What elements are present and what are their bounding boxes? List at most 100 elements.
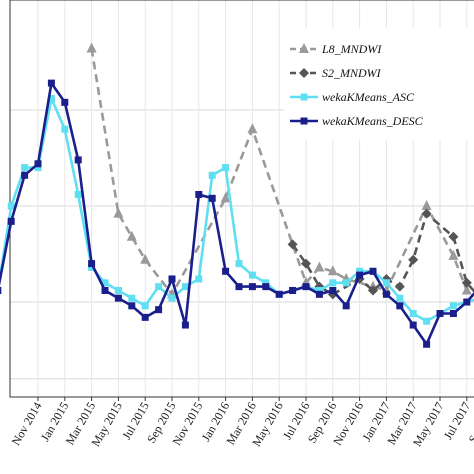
data-point [220,192,231,203]
data-point [208,171,216,179]
legend-marker [300,93,308,101]
data-point [61,98,69,106]
data-point [329,286,337,294]
data-point [287,239,298,250]
legend-entry: wekaKMeans_DESC [290,114,424,128]
data-point [47,94,55,102]
data-point [448,231,459,242]
data-point [409,321,417,329]
data-point [248,283,256,291]
data-point [168,294,176,302]
data-point [101,279,109,287]
data-point [88,260,96,268]
data-point [342,279,350,287]
data-point [449,310,457,318]
series-line [90,48,474,296]
data-point [168,275,176,283]
data-point [114,286,122,294]
data-point [275,290,283,298]
data-point [396,294,404,302]
data-point [248,271,256,279]
plot-border [9,0,474,398]
data-point [195,275,203,283]
data-point [369,267,377,275]
legend-entry: wekaKMeans_ASC [290,90,415,104]
data-point [140,253,151,264]
data-point [302,283,310,291]
data-point [128,294,136,302]
data-point [195,190,203,198]
data-point [382,279,390,287]
data-point [141,313,149,321]
data-point [128,302,136,310]
data-point [21,164,29,172]
data-point [101,286,109,294]
data-point [421,208,432,219]
data-point [409,310,417,318]
data-point [301,258,311,269]
data-point [34,160,42,168]
series-wekakmeans-desc [0,79,474,348]
data-point [382,290,390,298]
data-point [114,294,122,302]
data-point [327,265,338,276]
data-point [368,285,378,296]
data-point [423,340,431,348]
legend-label: S2_MNDWI [322,66,382,80]
data-point [247,123,258,134]
data-point [34,164,42,172]
data-point [222,267,230,275]
data-point [86,42,97,53]
data-point [74,190,82,198]
data-point [7,202,15,210]
series-layer [0,42,474,348]
data-point [315,290,323,298]
data-point [262,283,270,291]
data-point [396,302,404,310]
data-point [0,286,2,294]
data-point [463,298,471,306]
data-point [289,286,297,294]
data-point [421,200,432,210]
data-point [356,267,364,275]
data-point [208,194,216,202]
data-point [181,283,189,291]
data-point [235,260,243,268]
data-point [21,171,29,179]
data-point [314,261,325,272]
data-point [449,302,457,310]
legend-marker [299,43,309,53]
data-point [126,230,137,241]
legend-marker [300,117,308,125]
data-point [7,217,15,225]
legend-label: wekaKMeans_ASC [322,90,415,104]
legend-label: wekaKMeans_DESC [322,114,424,128]
data-point [113,207,124,218]
data-point [408,254,419,265]
data-point [155,283,163,291]
data-point [47,79,55,87]
legend-marker [299,68,309,78]
data-point [315,286,323,294]
data-point [222,164,230,172]
data-point [61,125,69,133]
legend: L8_MNDWI S2_MNDWI wekaKMeans_ASC wekaKMeans… [284,28,474,140]
data-point [74,156,82,164]
data-point [329,279,337,287]
data-point [461,284,472,295]
legend-entry: S2_MNDWI [290,66,382,80]
data-point [262,279,270,287]
data-point [181,321,189,329]
data-point [356,271,364,279]
data-point [342,302,350,310]
data-point [461,277,472,288]
data-point [394,281,405,292]
data-point [448,249,459,260]
data-point [141,302,149,310]
data-point [436,310,444,318]
data-point [235,283,243,291]
legend-entry: L8_MNDWI [290,42,382,56]
data-point [423,317,431,325]
legend-label: L8_MNDWI [321,42,382,56]
